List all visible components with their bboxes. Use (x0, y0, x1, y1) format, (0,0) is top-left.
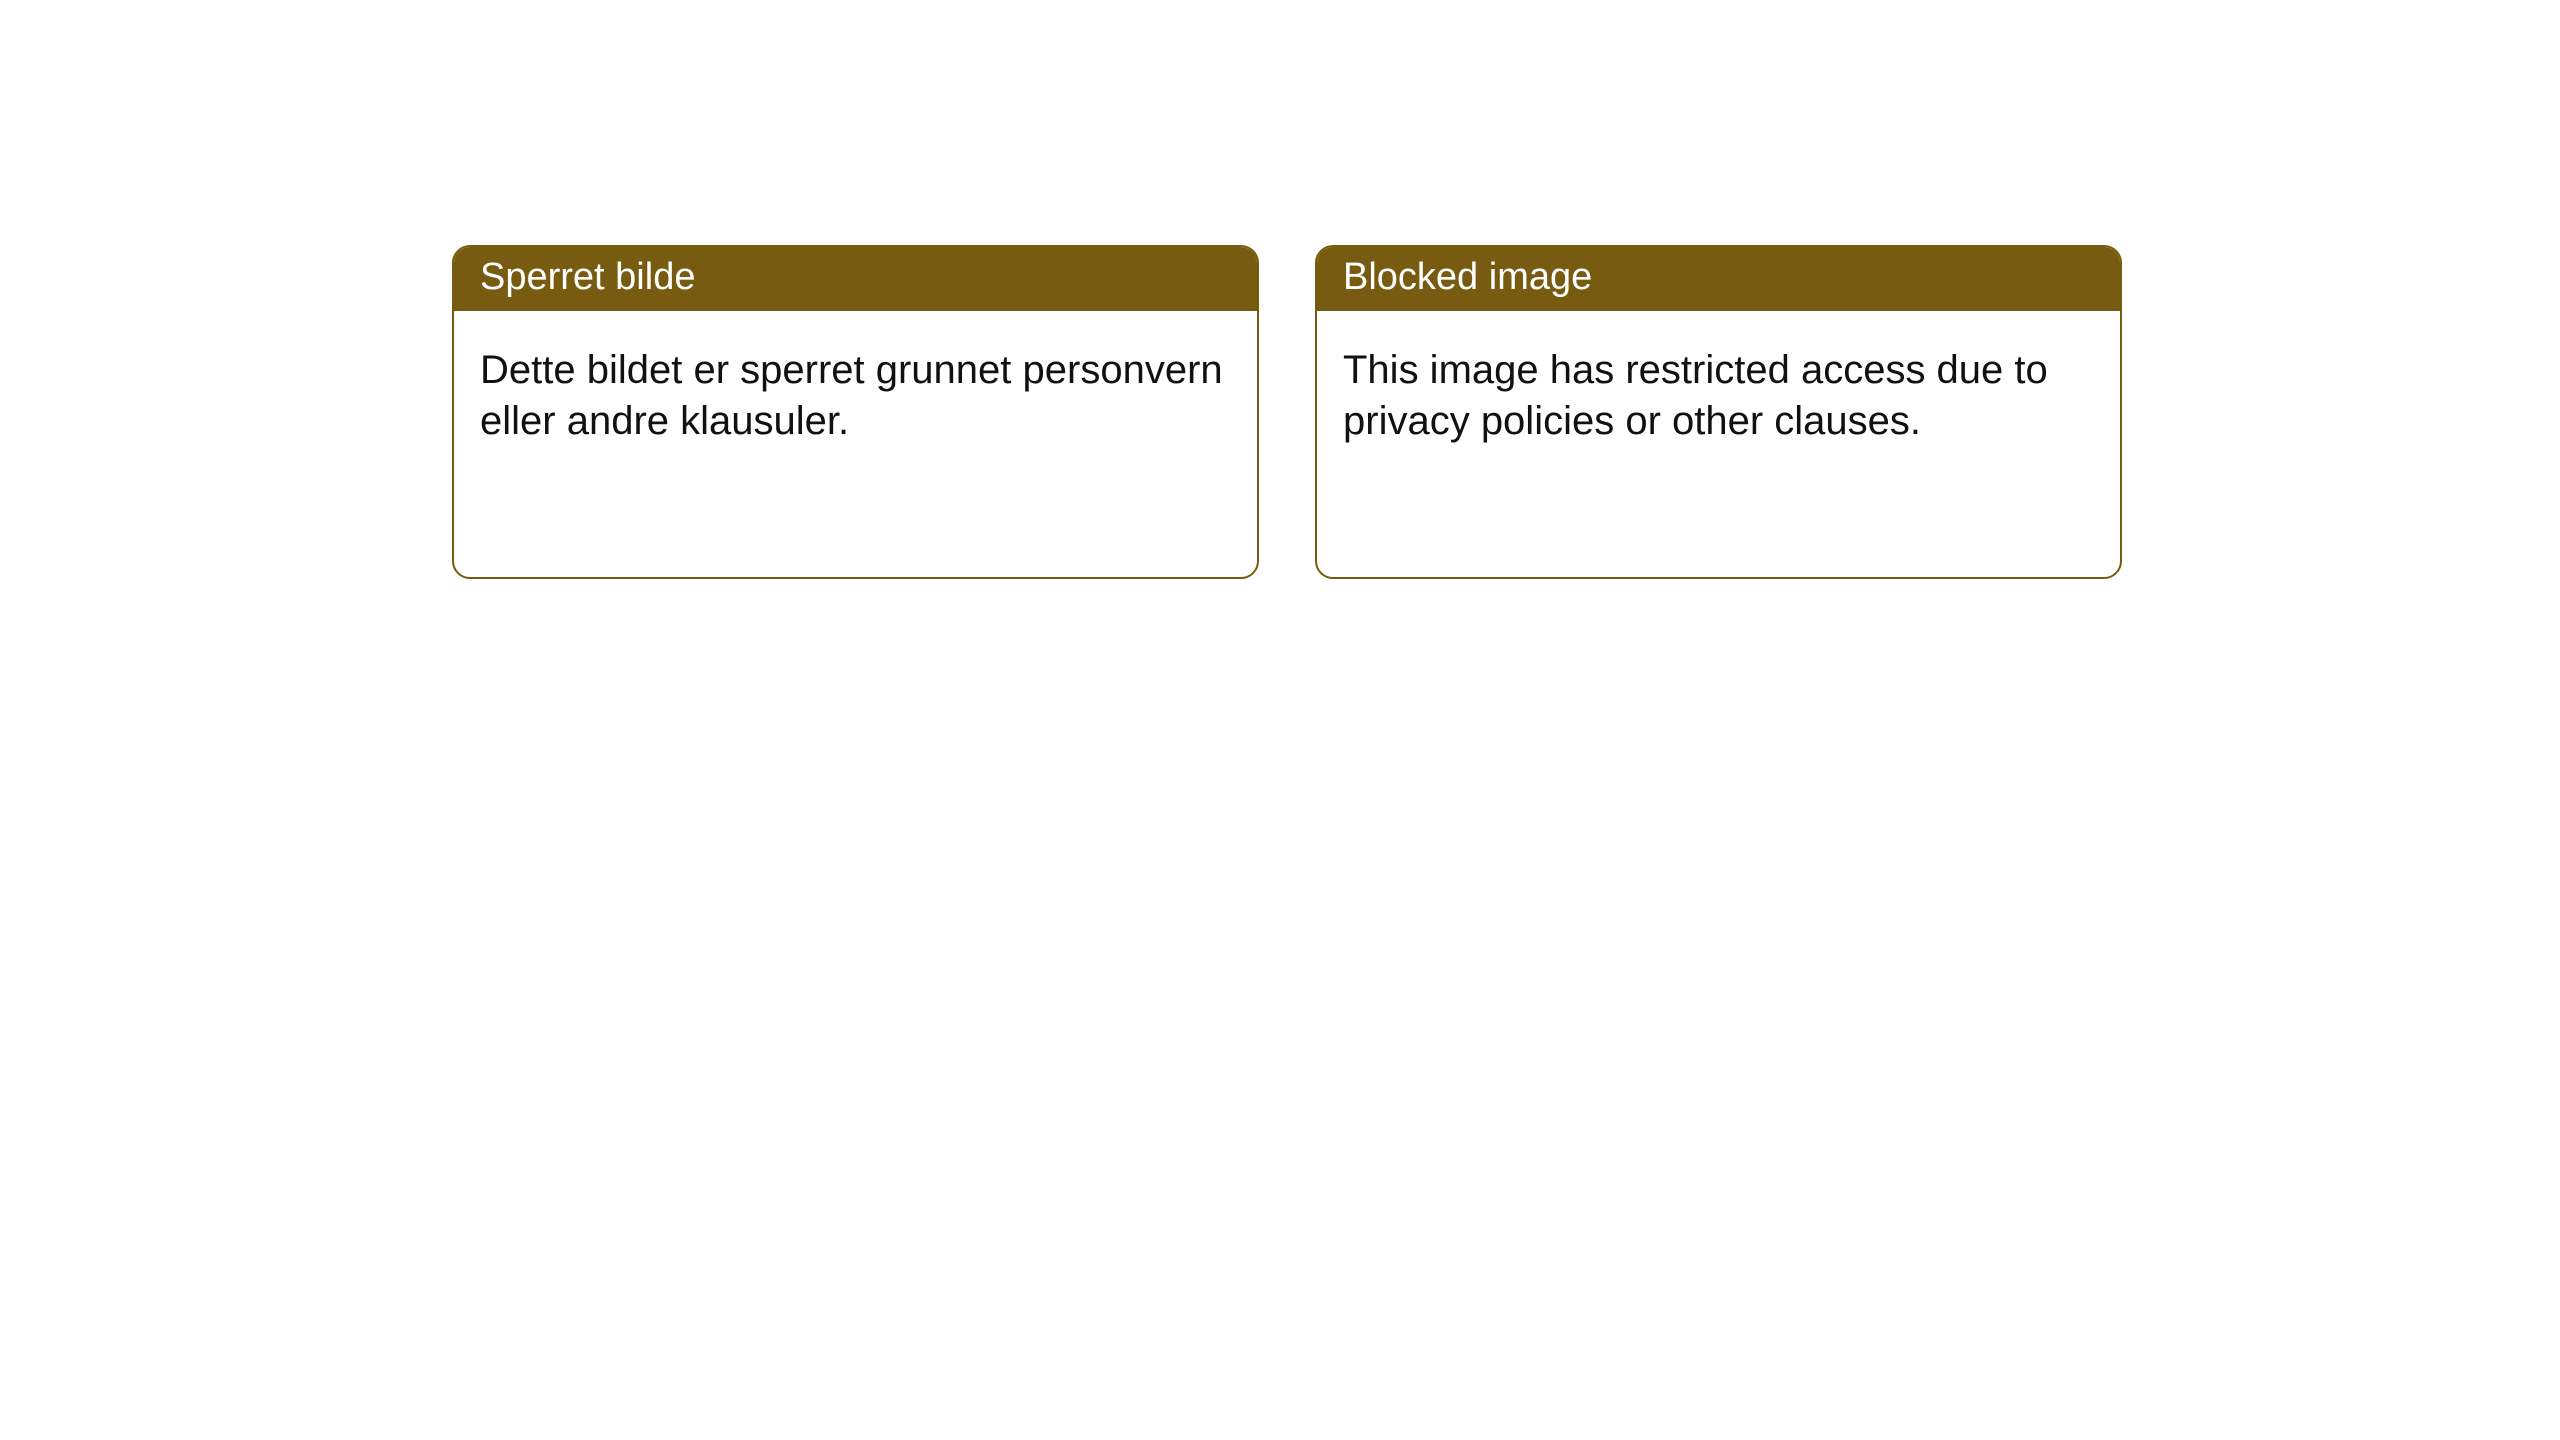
card-body: This image has restricted access due to … (1317, 311, 2120, 473)
notice-card-norwegian: Sperret bilde Dette bildet er sperret gr… (452, 245, 1259, 579)
notice-row: Sperret bilde Dette bildet er sperret gr… (452, 245, 2560, 579)
notice-card-english: Blocked image This image has restricted … (1315, 245, 2122, 579)
card-header: Blocked image (1317, 247, 2120, 311)
card-body-text: Dette bildet er sperret grunnet personve… (480, 348, 1223, 443)
card-body: Dette bildet er sperret grunnet personve… (454, 311, 1257, 473)
card-header: Sperret bilde (454, 247, 1257, 311)
card-title: Blocked image (1343, 256, 1592, 298)
card-body-text: This image has restricted access due to … (1343, 348, 2048, 443)
card-title: Sperret bilde (480, 256, 695, 298)
